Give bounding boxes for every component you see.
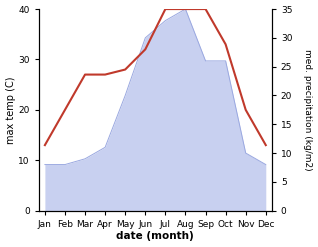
X-axis label: date (month): date (month) <box>116 231 194 242</box>
Y-axis label: max temp (C): max temp (C) <box>5 76 16 144</box>
Y-axis label: med. precipitation (kg/m2): med. precipitation (kg/m2) <box>303 49 313 171</box>
